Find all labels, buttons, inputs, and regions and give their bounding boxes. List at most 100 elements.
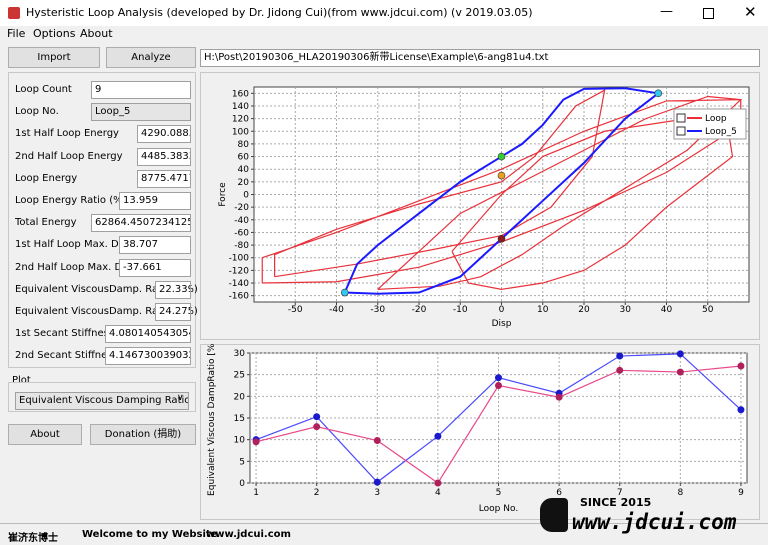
- x-tick-label: 40: [661, 305, 673, 315]
- data-point: [434, 432, 442, 440]
- menu-item[interactable]: About: [80, 27, 113, 40]
- field-label: 1st Secant Stiffness: [15, 328, 115, 340]
- y-tick-label: 0: [243, 191, 249, 201]
- field-label: 2nd Secant Stiffness: [15, 350, 118, 362]
- x-tick-label: 3: [374, 488, 380, 498]
- field-label: Equivalent ViscousDamp. Ratio2 (%): [15, 306, 198, 317]
- app-icon: [8, 7, 20, 19]
- maximize[interactable]: [703, 8, 714, 19]
- field-label: Loop Energy: [15, 172, 78, 184]
- x-tick-label: 50: [702, 305, 714, 315]
- x-tick-label: 8: [677, 488, 683, 498]
- marker-point: [654, 89, 663, 98]
- donation-button[interactable]: Donation (捐助): [90, 424, 196, 445]
- plot-label: Plot: [12, 375, 31, 386]
- x-tick-label: -50: [288, 305, 303, 315]
- y-tick-label: -20: [234, 203, 249, 213]
- y-tick-label: 5: [239, 457, 245, 467]
- legend-checkbox: [676, 113, 686, 123]
- field-value[interactable]: 4.14673003903242: [105, 347, 191, 366]
- field-value[interactable]: 24.275: [155, 303, 191, 321]
- field-value[interactable]: 38.707: [119, 236, 191, 255]
- y-tick-label: 40: [238, 165, 250, 175]
- about-button[interactable]: About: [8, 424, 82, 445]
- menu-bar: File Options About: [0, 26, 768, 42]
- file-path[interactable]: H:\Post\20190306_HLA20190306新带License\Ex…: [200, 49, 760, 67]
- y-tick-label: 20: [234, 392, 246, 402]
- y-tick-label: 20: [238, 178, 250, 188]
- x-tick-label: -10: [453, 305, 468, 315]
- x-tick-label: 9: [738, 488, 744, 498]
- dropdown-arrow: ∨: [177, 393, 184, 403]
- field-value[interactable]: 62864.4507234125: [91, 214, 191, 233]
- damping-chart: 0 5 10 15 20 25 30 1 2 3 4 5 6 7 8 9 Equivalent Viscous …: [200, 344, 760, 520]
- legend-label: Loop: [705, 114, 727, 124]
- data-point: [737, 406, 745, 414]
- status-bar: 崔济东博士 Welcome to my Website www.jdcui.co…: [0, 523, 768, 545]
- field-value[interactable]: 9: [91, 81, 191, 99]
- field-value[interactable]: 4.08014054305423: [105, 325, 191, 344]
- y-tick-label: 120: [232, 115, 249, 125]
- field-label: Total Energy: [15, 217, 77, 229]
- field-value[interactable]: 22.339: [155, 280, 191, 299]
- data-point: [434, 479, 442, 487]
- data-point: [555, 393, 563, 401]
- field-label: 2nd Half Loop Max. Disp: [15, 261, 137, 273]
- plot-group: Equivalent Viscous Damping Ratio ∨: [8, 382, 196, 412]
- data-point: [676, 368, 684, 376]
- y-tick-label: 60: [238, 153, 250, 163]
- y-tick-label: 80: [238, 140, 250, 150]
- menu-item[interactable]: File: [7, 27, 26, 40]
- results-panel: Loop Count 9 Loop No. Loop_5 1st Half Loop E…: [8, 72, 198, 368]
- y-tick-label: -40: [234, 216, 249, 226]
- field-value[interactable]: -37.661: [119, 258, 191, 277]
- x-tick-label: 5: [496, 488, 502, 498]
- y-tick-label: -160: [229, 292, 250, 302]
- legend: [673, 108, 747, 140]
- status-text: www.jdcui.com: [206, 529, 291, 540]
- legend-checkbox: [676, 126, 686, 136]
- data-point: [737, 362, 745, 370]
- x-tick-label: -20: [412, 305, 427, 315]
- data-point: [313, 423, 321, 431]
- data-point: [616, 366, 624, 374]
- series-line: [343, 87, 661, 295]
- watermark-since: SINCE 2015: [580, 496, 652, 509]
- x-tick-label: 7: [617, 488, 623, 498]
- minimize[interactable]: —: [660, 4, 673, 19]
- x-tick-label: 30: [620, 305, 632, 315]
- y-tick-label: -140: [229, 279, 250, 289]
- marker-point: [340, 288, 349, 297]
- y-axis-label: Equivalent Viscous DampRatio [%]: [207, 344, 217, 496]
- field-value[interactable]: 4290.0883896869: [137, 125, 191, 144]
- y-tick-label: -80: [234, 241, 249, 251]
- plot-select[interactable]: Equivalent Viscous Damping Ratio: [15, 392, 189, 410]
- x-tick-label: 0: [499, 305, 505, 315]
- window-title: Hysteristic Loop Analysis (developed by …: [26, 6, 533, 19]
- logo: [540, 498, 568, 532]
- y-tick-label: 10: [234, 436, 246, 446]
- y-axis-label: Force: [218, 182, 228, 207]
- field-value[interactable]: 13.959: [119, 192, 191, 210]
- data-point: [495, 382, 502, 389]
- field-label: 2nd Half Loop Energy: [15, 150, 123, 162]
- field-value[interactable]: 4485.38332387976: [137, 147, 191, 166]
- field-value[interactable]: 8775.47171356667: [137, 169, 191, 188]
- close[interactable]: ✕: [744, 3, 757, 21]
- field-label: 1st Half Loop Max. Disp: [15, 239, 134, 251]
- analyze-button[interactable]: Analyze: [106, 47, 196, 68]
- data-point: [616, 352, 624, 360]
- y-tick-label: 15: [234, 414, 245, 424]
- watermark-site: www.jdcui.com: [572, 510, 737, 534]
- y-tick-label: 25: [234, 371, 245, 381]
- field-value[interactable]: Loop_5: [91, 103, 191, 122]
- marker-point: [497, 234, 506, 243]
- data-point: [373, 437, 381, 445]
- x-tick-label: 10: [537, 305, 549, 315]
- y-tick-label: -60: [234, 228, 249, 238]
- menu-item[interactable]: Options: [33, 27, 76, 40]
- x-axis-label: Disp: [492, 319, 512, 329]
- data-point: [373, 478, 381, 486]
- import-button[interactable]: Import: [8, 47, 100, 68]
